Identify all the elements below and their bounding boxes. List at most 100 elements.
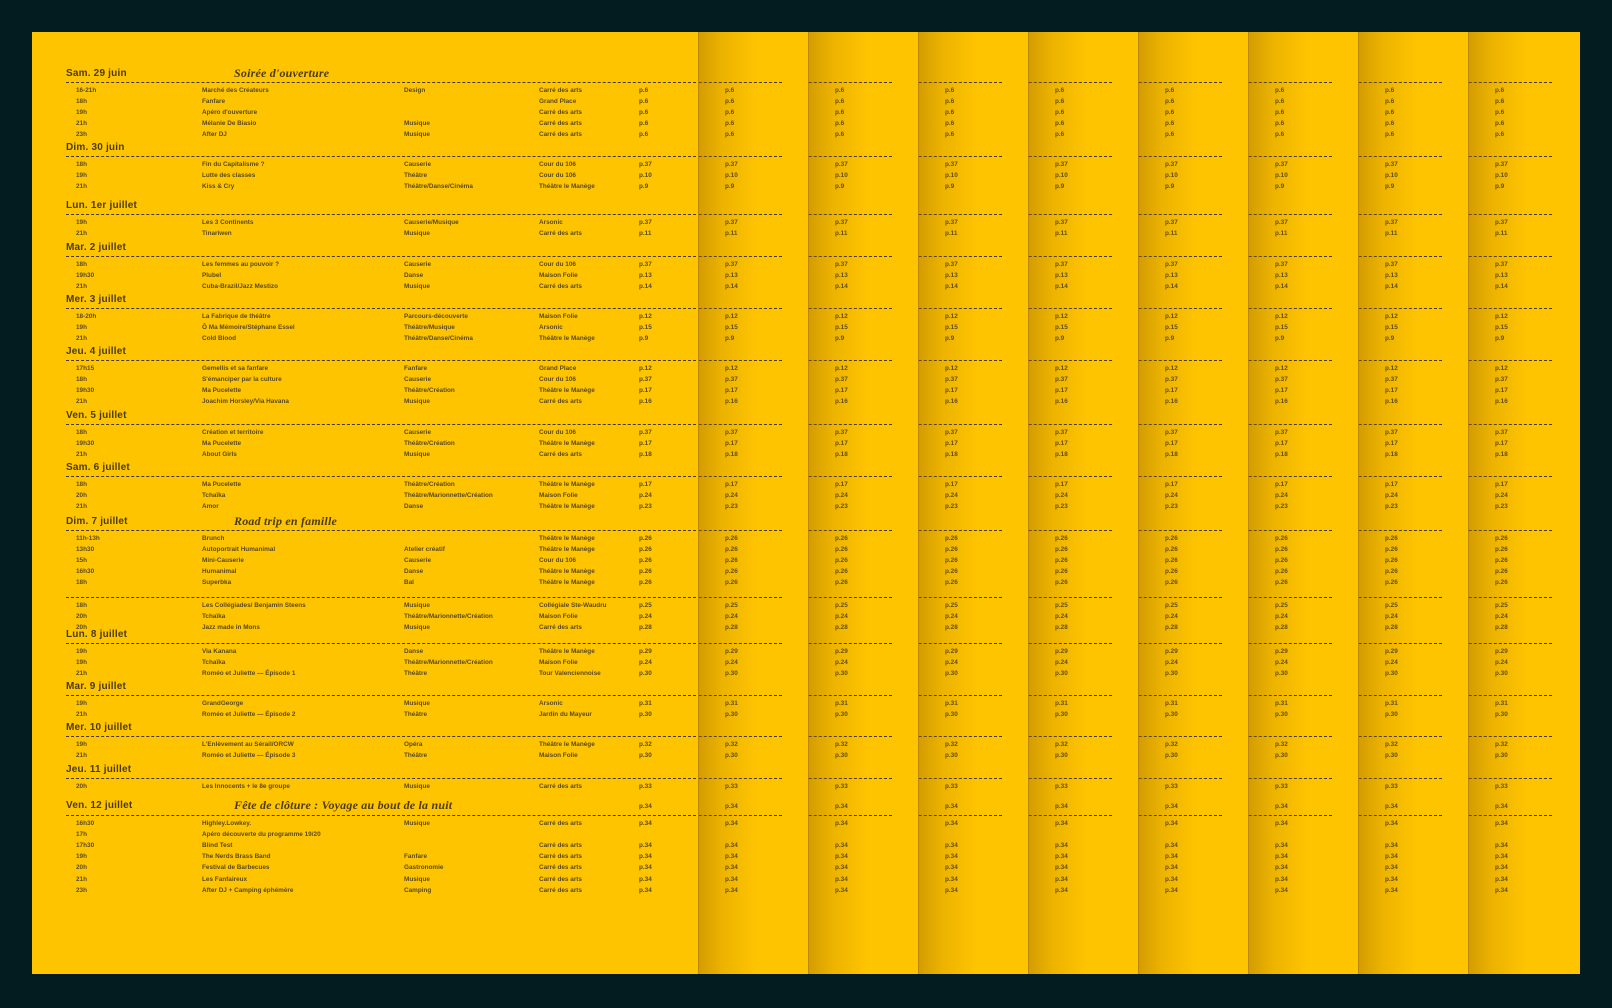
- separator-line: [66, 156, 696, 157]
- event-page: p.34: [945, 875, 958, 883]
- day-heading: Lun. 1er juillet: [1138, 200, 1224, 214]
- separator-line: [1468, 214, 1552, 215]
- event-page: p.17: [1055, 387, 1068, 395]
- event-title: Roméo et Juliette — Épisode 1: [202, 670, 296, 678]
- event-page: p.24: [1385, 659, 1398, 667]
- separator-line: [1248, 778, 1332, 779]
- event-page: p.37: [945, 261, 958, 268]
- event-page: p.34: [1495, 853, 1508, 861]
- event-page: p.34: [639, 864, 652, 872]
- event-page: p.33: [639, 783, 652, 790]
- event-page: p.25: [725, 602, 738, 609]
- event-page: p.17: [725, 440, 738, 448]
- event-page: p.37: [1275, 219, 1288, 226]
- event-page: p.32: [1495, 741, 1508, 748]
- event-page: p.37: [1495, 219, 1508, 226]
- event-page: p.9: [1275, 335, 1285, 343]
- event-category: Danse: [404, 568, 424, 576]
- event-page: p.25: [1055, 602, 1068, 609]
- event-page: p.15: [1165, 324, 1178, 332]
- event-title: Via Kanana: [202, 648, 237, 655]
- event-title: Apéro d'ouverture: [202, 109, 258, 117]
- separator-line: [808, 424, 892, 425]
- separator-line: [1358, 815, 1442, 816]
- event-category: Musique: [404, 131, 430, 139]
- event-page: p.24: [1495, 613, 1508, 621]
- event-category: Théâtre/Musique: [404, 324, 455, 332]
- event-page: p.6: [1495, 109, 1505, 117]
- event-title: Ma Pucelette: [202, 387, 242, 395]
- separator-line: [1358, 424, 1442, 425]
- event-page: p.26: [945, 535, 958, 542]
- event-time: 21h: [76, 752, 88, 760]
- separator-line: [698, 815, 782, 816]
- event-page: p.6: [1495, 98, 1505, 106]
- event-page: p.6: [639, 109, 649, 117]
- separator-line: [66, 530, 696, 531]
- event-category: Théâtre/Marionnette/Création: [404, 492, 493, 500]
- event-page: p.13: [1165, 272, 1178, 280]
- separator-line: [1028, 156, 1112, 157]
- event-page: p.17: [1275, 387, 1288, 395]
- event-page: p.34: [945, 853, 958, 861]
- event-page: p.30: [725, 711, 738, 719]
- day-heading: Mer. 10 juillet: [66, 722, 132, 733]
- separator-line: [1468, 360, 1552, 361]
- event-page: p.17: [639, 387, 652, 395]
- event-page: p.34: [725, 820, 738, 827]
- event-page: p.6: [835, 109, 845, 117]
- event-title: Cuba-Brazil/Jazz Mestizo: [202, 283, 278, 291]
- event-page: p.16: [1165, 398, 1178, 406]
- event-page: p.37: [1165, 376, 1178, 384]
- separator-line: [808, 156, 892, 157]
- day-heading: Ven. 5 juillet: [1248, 410, 1334, 424]
- event-page: p.34: [725, 853, 738, 861]
- event-venue: Arsonic: [539, 700, 563, 707]
- event-category: Camping: [404, 886, 432, 894]
- event-category: Danse: [404, 648, 424, 655]
- event-page: p.25: [1495, 602, 1508, 609]
- event-page: p.34: [1275, 886, 1288, 894]
- event-page: p.26: [639, 535, 652, 542]
- event-page: p.24: [1165, 613, 1178, 621]
- day-heading: Mar. 2 juillet: [1468, 242, 1554, 256]
- day-heading: Sam. 6 juillet: [1468, 462, 1554, 476]
- event-page: p.9: [945, 335, 955, 343]
- event-time: 19h30: [76, 387, 95, 395]
- event-page: p.24: [1055, 659, 1068, 667]
- event-page: p.12: [1055, 313, 1068, 320]
- event-time: 21h: [76, 711, 88, 719]
- event-page: p.37: [639, 429, 652, 436]
- event-title: The Nerds Brass Band: [202, 853, 271, 861]
- day-heading: Mar. 9 juillet: [918, 681, 1004, 695]
- day-heading: Mar. 2 juillet: [918, 242, 1004, 256]
- separator-line: [808, 308, 892, 309]
- event-category: Fanfare: [404, 853, 428, 861]
- event-page: p.34: [639, 875, 652, 883]
- event-category: Opéra: [404, 741, 423, 748]
- separator-line: [1358, 156, 1442, 157]
- event-venue: Théâtre le Manège: [539, 579, 595, 587]
- event-page: p.6: [835, 131, 845, 139]
- event-time: 18h: [76, 602, 88, 609]
- event-page: p.17: [1275, 481, 1288, 488]
- day-heading: Mar. 2 juillet: [66, 242, 127, 253]
- event-page: p.33: [835, 783, 848, 790]
- separator-line: [698, 778, 782, 779]
- event-page: p.34: [1275, 864, 1288, 872]
- separator-line: [1468, 308, 1552, 309]
- event-page: p.26: [725, 557, 738, 565]
- event-page: p.12: [639, 313, 652, 320]
- event-title: Les femmes au pouvoir ?: [202, 261, 280, 268]
- event-page: p.34: [945, 820, 958, 827]
- separator-line: [698, 82, 782, 83]
- event-page: p.30: [1165, 670, 1178, 678]
- separator-line: [66, 815, 696, 816]
- event-category: Danse: [404, 272, 424, 280]
- event-page: p.28: [1275, 624, 1288, 632]
